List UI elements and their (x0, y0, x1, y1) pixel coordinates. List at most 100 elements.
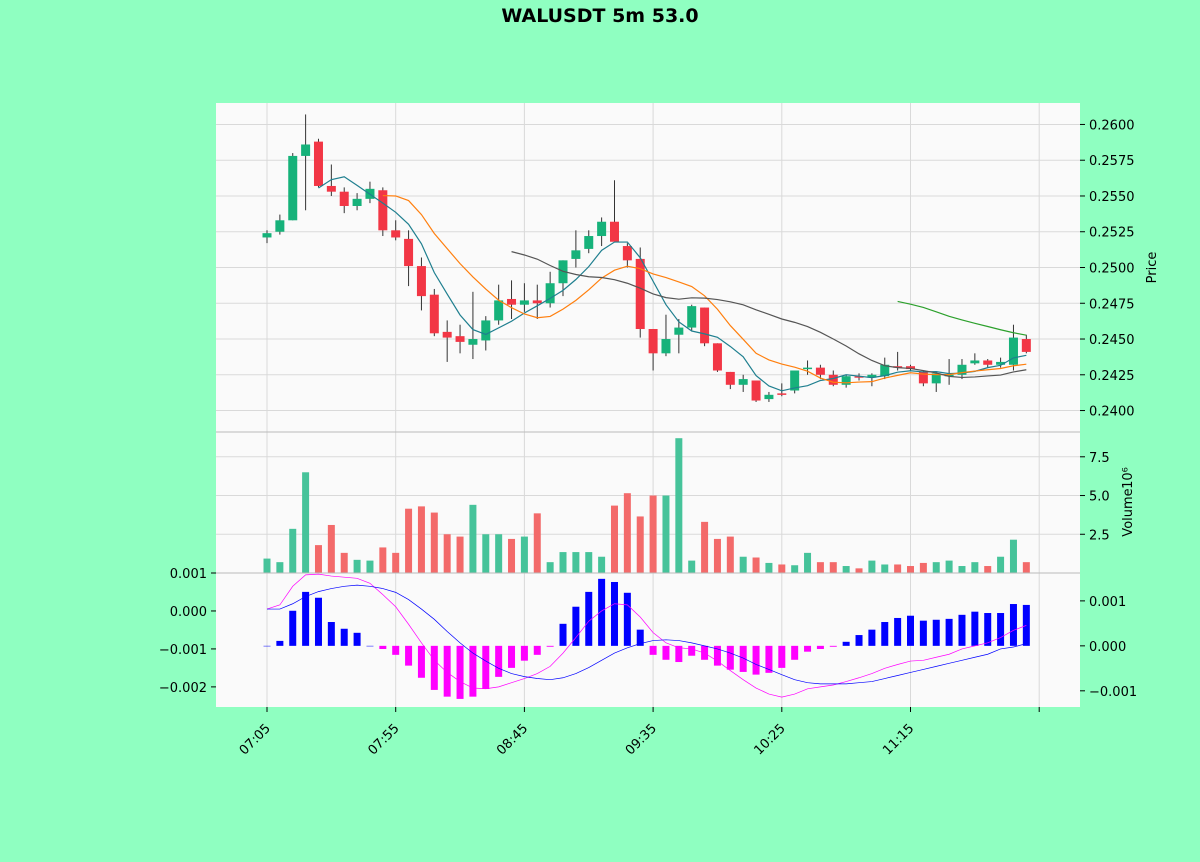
volume-bar (392, 552, 400, 573)
price-tick-label: 0.2575 (1089, 154, 1135, 169)
candle-down (442, 331, 452, 338)
candle-down (751, 380, 761, 401)
volume-bar (546, 562, 554, 573)
candle-up (790, 370, 800, 391)
macd-histogram-bar (559, 623, 567, 646)
macd-histogram-bar (726, 645, 734, 670)
macd-line-tick-label: 0.000 (170, 605, 207, 620)
candle-up (687, 306, 697, 328)
volume-bar (919, 562, 927, 573)
macd-histogram-bar (610, 581, 618, 646)
volume-bar (379, 547, 387, 573)
candle-down (404, 238, 414, 267)
candle-up (519, 300, 529, 305)
volume-bar (855, 568, 863, 573)
macd-histogram-bar (649, 645, 657, 655)
candle-down (429, 294, 439, 334)
x-tick-label: 08:45 (494, 721, 531, 758)
volume-bar (932, 562, 940, 573)
candle-down (313, 141, 323, 186)
candle-up (931, 373, 941, 384)
macd-histogram-bar (469, 645, 477, 697)
candle-up (738, 379, 748, 385)
candle-up (764, 394, 774, 400)
candle-down (700, 307, 710, 344)
candle-down (712, 343, 722, 371)
candle-up (597, 221, 607, 237)
macd-histogram-bar (417, 645, 425, 678)
macd-histogram-bar (829, 645, 837, 647)
signal-line (267, 584, 1027, 685)
candle-down (416, 266, 426, 297)
macd-histogram-bar (713, 645, 721, 666)
volume-bar (713, 538, 721, 573)
macd-histogram-bar (752, 645, 760, 675)
macd-histogram-bar (302, 591, 310, 646)
volume-bar (984, 566, 992, 573)
candle-up (867, 374, 877, 378)
price-axis-label: Price (1145, 252, 1160, 284)
volume-bar (559, 552, 567, 573)
macd-histogram-bar (508, 645, 516, 668)
volume-bar (739, 556, 747, 573)
candle-up (301, 144, 311, 156)
macd-histogram-bar (379, 645, 387, 649)
volume-bar (327, 524, 335, 573)
candle-down (391, 230, 401, 238)
macd-histogram-bar (340, 628, 348, 646)
macd-line-tick-label: 0.001 (170, 567, 207, 582)
volume-bar (649, 495, 657, 573)
macd-histogram-bar (894, 617, 902, 646)
candle-up (545, 283, 555, 304)
x-tick-label: 09:35 (623, 721, 660, 758)
price-tick-label: 0.2450 (1089, 333, 1135, 348)
candle-down (648, 329, 658, 354)
price-tick-label: 0.2525 (1089, 226, 1135, 241)
volume-bar (1009, 539, 1017, 573)
macd-histogram-bar (289, 610, 297, 646)
macd-histogram-bar (688, 645, 696, 656)
volume-tick-label: 2.5 (1089, 528, 1110, 543)
volume-bar (340, 552, 348, 573)
volume-bar (958, 566, 966, 573)
candle-up (880, 364, 890, 377)
volume-bar (804, 552, 812, 573)
macd-histogram-bar (276, 640, 284, 646)
candle-up (996, 361, 1006, 365)
macd-histogram-bar (353, 632, 361, 646)
candle-up (352, 198, 362, 206)
macd-histogram-bar (791, 645, 799, 660)
volume-bar (482, 534, 490, 573)
candle-up (262, 233, 272, 238)
volume-bar (842, 566, 850, 573)
volume-bar (610, 505, 618, 573)
macd-histogram-bar (739, 645, 747, 672)
candle-down (815, 367, 825, 375)
candle-up (468, 339, 478, 345)
candle-down (983, 360, 993, 365)
macd-histogram-bar (598, 578, 606, 646)
macd-histogram-bar (443, 645, 451, 697)
macd-histogram-bar (430, 645, 438, 690)
moving-average-line (318, 176, 1027, 392)
volume-bar (417, 506, 425, 573)
macd-histogram-bar (456, 645, 464, 699)
macd-histogram-bar (263, 645, 271, 647)
candle-up (661, 339, 671, 354)
volume-bar (662, 495, 670, 573)
macd-line-tick-label: −0.002 (159, 681, 207, 696)
volume-bar (353, 559, 361, 573)
volume-tick-label: 7.5 (1089, 451, 1110, 466)
macd-histogram-bar (675, 645, 683, 663)
volume-bar (791, 565, 799, 573)
volume-bar (907, 566, 914, 573)
volume-bar (405, 508, 413, 573)
volume-bar (701, 521, 709, 573)
macd-line (266, 573, 1027, 698)
volume-axis-label: Volume (1121, 488, 1136, 536)
volume-bar (469, 504, 477, 573)
moving-average-line (511, 251, 1027, 379)
macd-histogram-bar (907, 615, 914, 646)
volume-bar (945, 560, 953, 573)
